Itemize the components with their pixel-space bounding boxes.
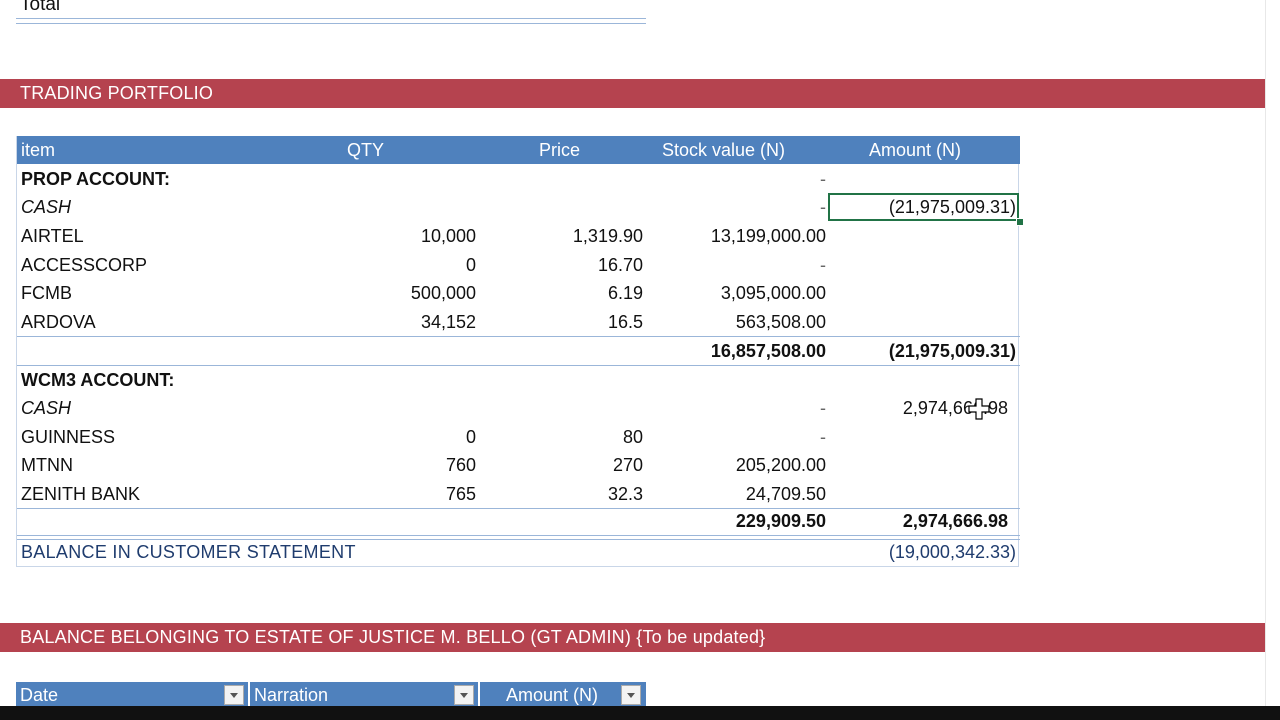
amount-filter-dropdown-icon[interactable] (621, 685, 641, 705)
row-divider (17, 336, 1020, 337)
cell-item: AIRTEL (21, 226, 84, 246)
cell-qty: 760 (445, 455, 476, 475)
cell-item: ACCESSCORP (21, 255, 148, 275)
column-header-price[interactable]: Price (539, 140, 581, 160)
cell-item: ARDOVA (21, 312, 96, 332)
cell-stock: - (820, 255, 826, 275)
cell-item: MTNN (21, 455, 73, 475)
cell-stock: 13,199,000.00 (710, 226, 826, 246)
row-divider (17, 508, 1020, 509)
amount-header-label: Amount (N) (506, 685, 599, 705)
table-row[interactable]: ZENITH BANK 765 32.3 24,709.50 (17, 480, 1020, 508)
cell-price: 80 (622, 427, 643, 447)
bottom-bar (0, 706, 1280, 720)
column-header-narration[interactable]: Narration (250, 682, 478, 708)
column-header-amount[interactable]: Amount (N) (869, 140, 962, 160)
cell-price: 6.19 (607, 283, 643, 303)
row-divider (17, 365, 1020, 366)
table-row[interactable]: ACCESSCORP 0 16.70 - (17, 251, 1020, 279)
table-row[interactable]: ARDOVA 34,152 16.5 563,508.00 (17, 308, 1020, 336)
total-underline (16, 18, 646, 24)
trading-portfolio-title: TRADING PORTFOLIO (20, 83, 214, 103)
cell-qty: 34,152 (420, 312, 476, 332)
cell-stock: 3,095,000.00 (720, 283, 826, 303)
column-header-amount-estate[interactable]: Amount (N) (480, 682, 646, 708)
wcm3-subtotal-amount: 2,974,666.98 (902, 511, 1008, 531)
cell-item: CASH (21, 398, 72, 418)
table-row[interactable]: AIRTEL 10,000 1,319.90 13,199,000.00 (17, 222, 1020, 250)
date-header-label: Date (20, 685, 59, 705)
table-row[interactable]: GUINNESS 0 80 - (17, 423, 1020, 451)
narration-header-label: Narration (254, 685, 329, 705)
wcm3-subtotal-row[interactable]: 229,909.50 2,974,666.98 (17, 507, 1020, 535)
table-row[interactable]: CASH - (21,975,009.31) (17, 193, 1020, 221)
narration-filter-dropdown-icon[interactable] (454, 685, 474, 705)
table-header-row: item QTY Price Stock value (N) Amount (N… (17, 136, 1020, 164)
cell-price: 16.70 (597, 255, 643, 275)
cell-qty: 0 (465, 255, 476, 275)
cell-price: 16.5 (607, 312, 643, 332)
cell-stock: - (820, 197, 826, 217)
estate-balance-title: BALANCE BELONGING TO ESTATE OF JUSTICE M… (20, 627, 766, 647)
cell-qty: 10,000 (420, 226, 476, 246)
cell-stock: - (820, 427, 826, 447)
total-label: Total (20, 0, 61, 15)
trading-portfolio-table: item QTY Price Stock value (N) Amount (N… (16, 136, 1024, 567)
prop-subtotal-row[interactable]: 16,857,508.00 (21,975,009.31) (17, 337, 1020, 365)
cell-item: CASH (21, 197, 72, 217)
balance-value: (19,000,342.33) (888, 542, 1016, 562)
cell-item: GUINNESS (21, 427, 116, 447)
cell-stock: - (820, 398, 826, 418)
prop-subtotal-stock: 16,857,508.00 (710, 341, 826, 361)
balance-row[interactable]: BALANCE IN CUSTOMER STATEMENT (19,000,34… (17, 538, 1020, 566)
window-right-margin (1265, 0, 1280, 720)
selected-cell[interactable] (828, 193, 1019, 221)
cell-amount: (21,975,009.31) (888, 197, 1016, 217)
fill-handle[interactable] (1016, 218, 1024, 226)
cell-qty: 0 (465, 427, 476, 447)
cell-stock: 24,709.50 (745, 484, 826, 504)
cell-qty: 500,000 (410, 283, 476, 303)
table-row[interactable]: CASH - 2,974,666.98 (17, 394, 1020, 422)
prop-account-stock: - (820, 169, 826, 189)
column-header-item[interactable]: item (21, 140, 56, 160)
cursor-cross-icon (968, 398, 990, 420)
date-filter-dropdown-icon[interactable] (224, 685, 244, 705)
cell-item: ZENITH BANK (21, 484, 141, 504)
cell-stock: 563,508.00 (735, 312, 826, 332)
cell-price: 270 (612, 455, 643, 475)
cell-price: 32.3 (607, 484, 643, 504)
prop-subtotal-amount: (21,975,009.31) (888, 341, 1016, 361)
column-header-date[interactable]: Date (16, 682, 248, 708)
prop-account-header-row[interactable]: PROP ACCOUNT: - (17, 165, 1020, 193)
column-header-stock-value[interactable]: Stock value (N) (662, 140, 786, 160)
wcm3-account-header-row[interactable]: WCM3 ACCOUNT: (17, 366, 1020, 394)
cell-stock: 205,200.00 (735, 455, 826, 475)
wcm3-account-label: WCM3 ACCOUNT: (21, 370, 175, 390)
trading-portfolio-banner: TRADING PORTFOLIO (0, 79, 1265, 108)
double-underline (17, 535, 1020, 540)
cell-qty: 765 (445, 484, 476, 504)
cell-item: FCMB (21, 283, 72, 303)
column-header-qty[interactable]: QTY (347, 140, 385, 160)
cell-amount: 2,974,666.98 (902, 398, 1008, 418)
wcm3-subtotal-stock: 229,909.50 (735, 511, 826, 531)
cell-price: 1,319.90 (572, 226, 643, 246)
prop-account-label: PROP ACCOUNT: (21, 169, 171, 189)
balance-label: BALANCE IN CUSTOMER STATEMENT (21, 542, 356, 562)
table-row[interactable]: MTNN 760 270 205,200.00 (17, 451, 1020, 479)
table-row[interactable]: FCMB 500,000 6.19 3,095,000.00 (17, 279, 1020, 307)
estate-balance-banner: BALANCE BELONGING TO ESTATE OF JUSTICE M… (0, 623, 1265, 652)
